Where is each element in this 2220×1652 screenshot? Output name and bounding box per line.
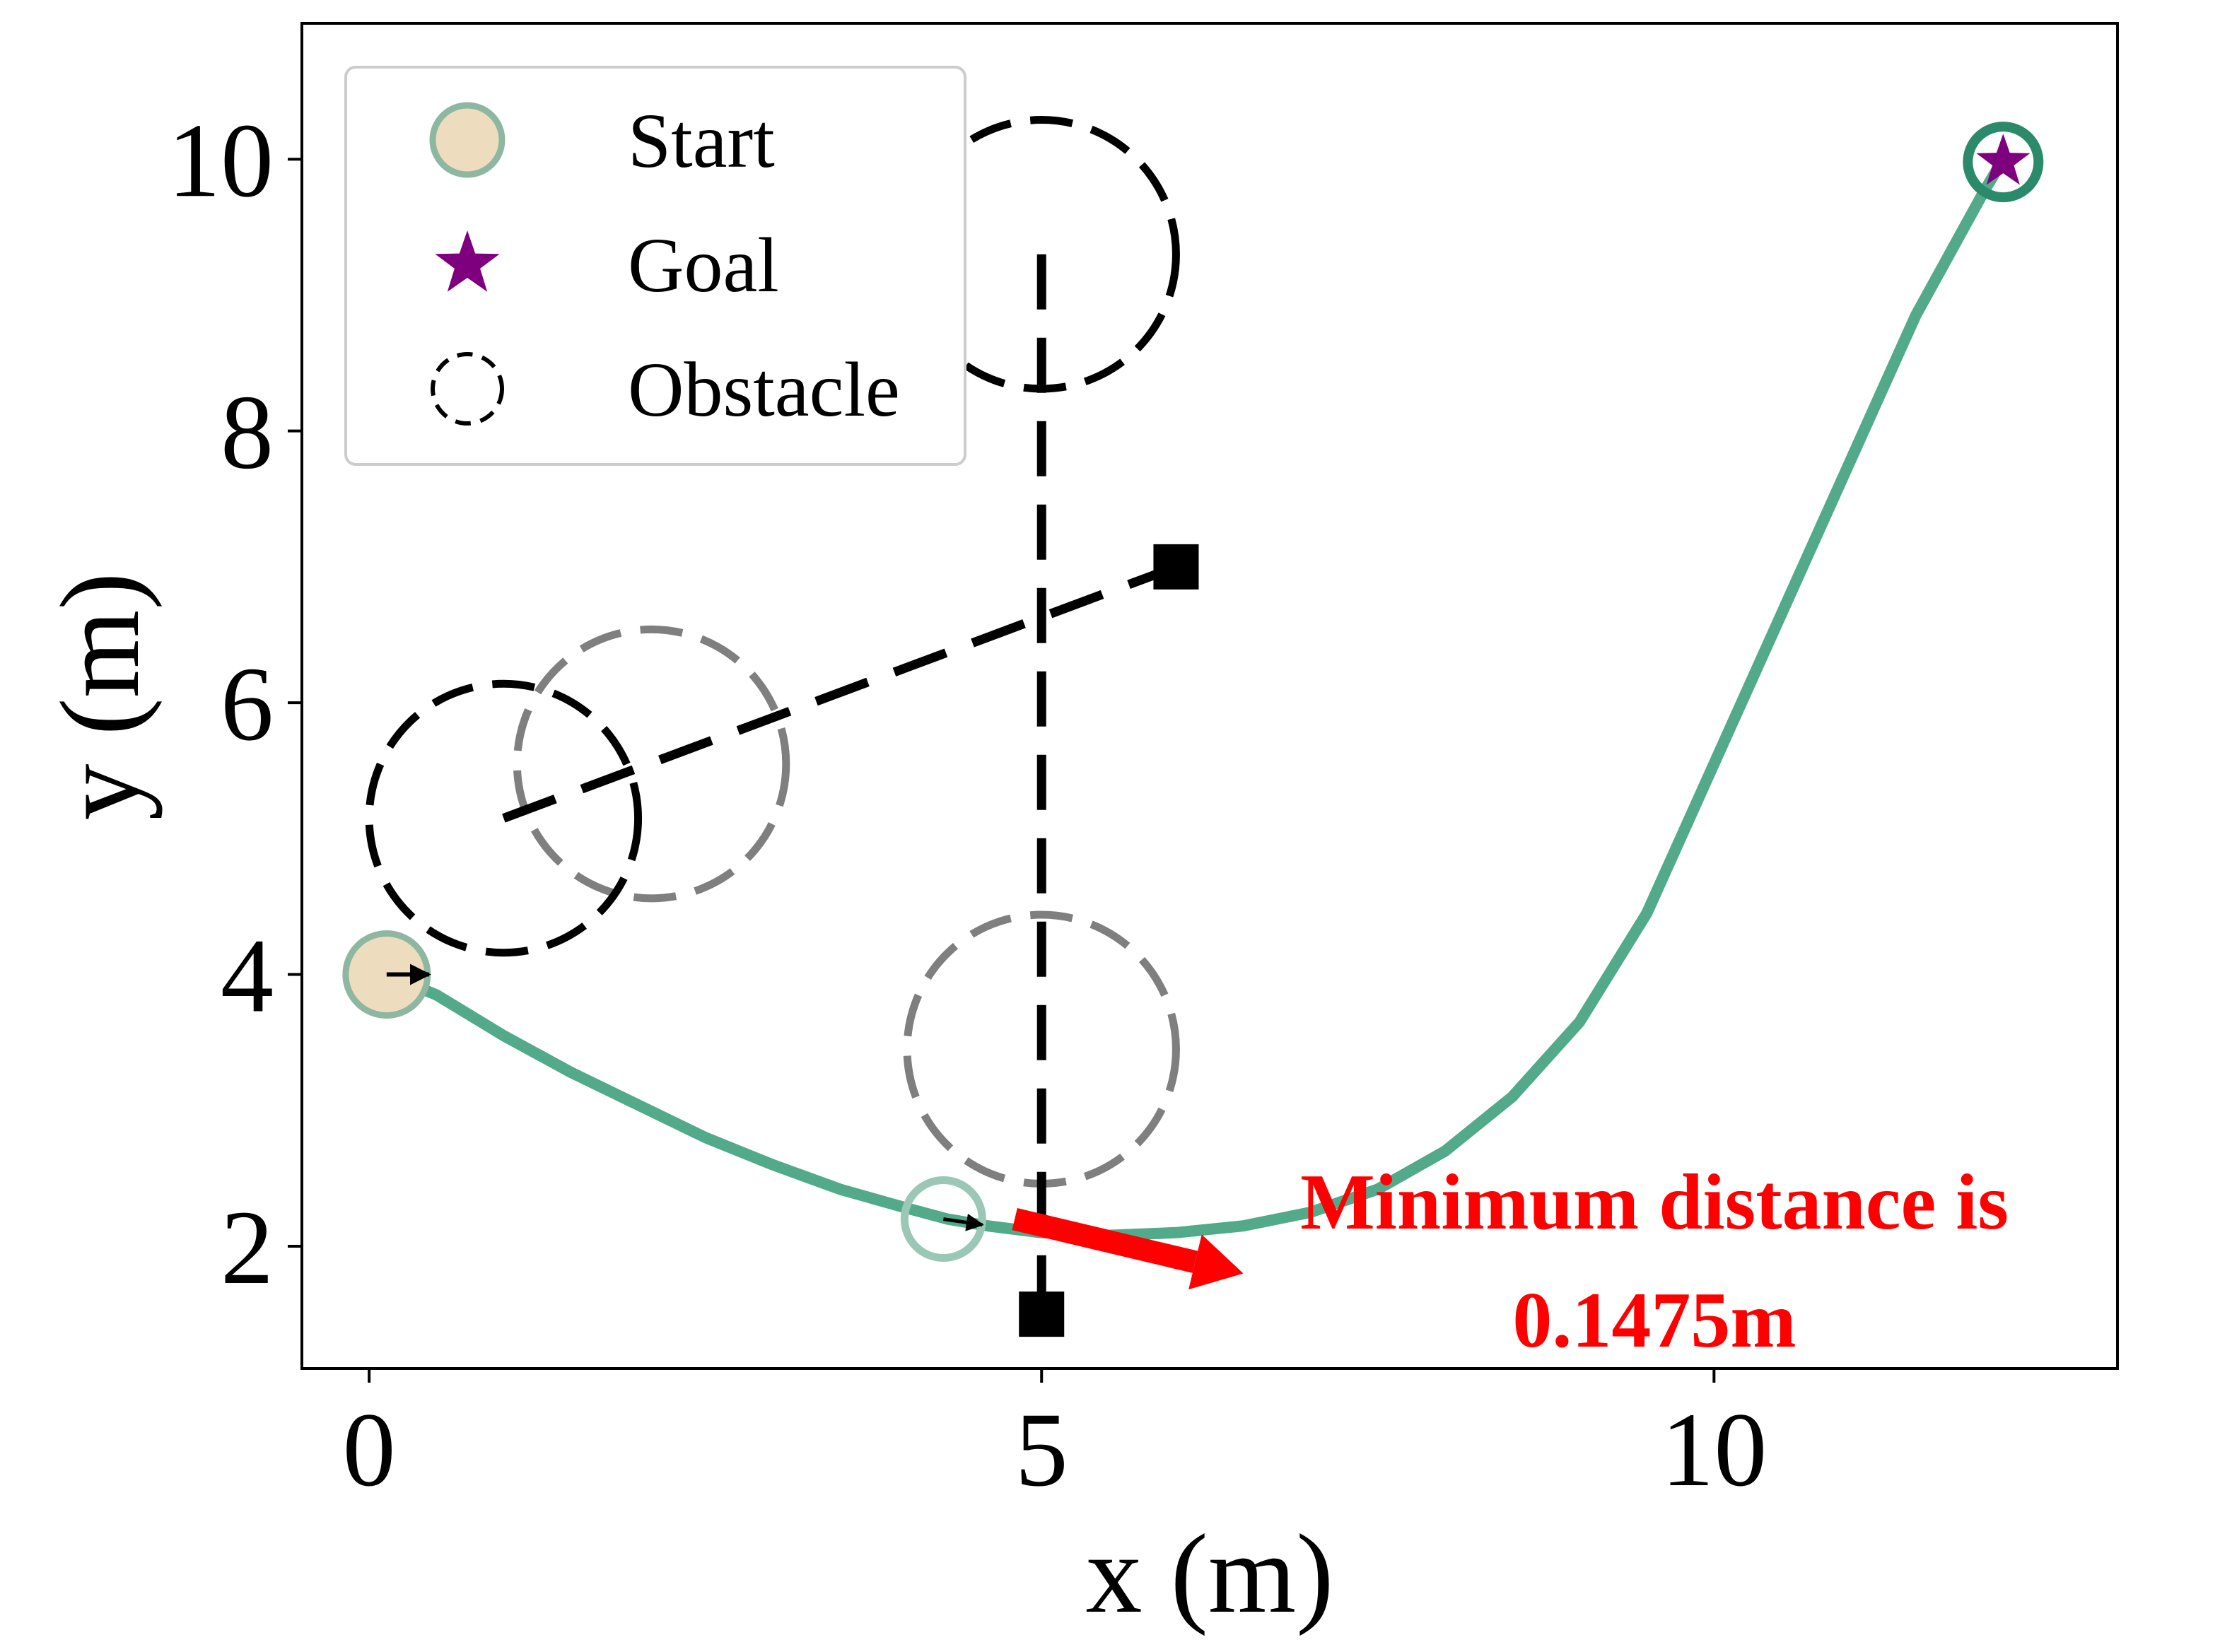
annotation-line-1: Minimum distance is [1300, 1159, 2009, 1246]
goal-star-marker [1976, 134, 2031, 185]
x-tick-label: 10 [1661, 1391, 1767, 1509]
goal-ring [1963, 122, 2044, 203]
y-tick-label: 10 [168, 102, 274, 219]
start-marker-icon [429, 102, 506, 178]
trajectory-layer [380, 153, 2009, 1241]
plot-frame [300, 22, 2119, 1370]
obstacle-layer [365, 116, 1199, 1337]
legend-entry-obstacle: Obstacle [431, 346, 900, 433]
annotation-layer: Minimum distance is 0.1475m [1012, 1159, 2009, 1364]
obstacle-circle-1-current [365, 679, 643, 957]
robot-snapshot-heading [943, 1213, 984, 1231]
y-tick-label: 6 [221, 645, 274, 763]
x-tick-label: 5 [1015, 1391, 1068, 1509]
legend: Start Goal Obstacle [344, 66, 966, 466]
legend-label-goal: Goal [628, 222, 779, 308]
trajectory-line-1 [380, 153, 2009, 1241]
obstacle-path-1 [502, 562, 1178, 823]
obstacle-circle-1-previous [513, 625, 790, 903]
legend-entry-start: Start [429, 98, 775, 184]
marker-layer [342, 122, 2044, 1263]
dashed-circle-icon [431, 352, 504, 426]
obstacle-endpoint-2 [1019, 1291, 1065, 1337]
axis-layer: x (m) y (m) 0 5 10 2 4 6 8 10 [37, 102, 1767, 1636]
min-distance-arrow-head [1188, 1234, 1244, 1290]
y-tick-label: 4 [221, 918, 274, 1035]
legend-label-start: Start [628, 98, 775, 184]
min-distance-arrow-shaft [1012, 1207, 1198, 1273]
y-tick-label: 2 [221, 1189, 274, 1306]
star-icon [435, 230, 500, 292]
x-axis-label: x (m) [1085, 1511, 1333, 1636]
y-axis-label: y (m) [37, 572, 163, 820]
obstacle-endpoint-1 [1153, 544, 1199, 590]
legend-label-obstacle: Obstacle [628, 346, 900, 433]
x-tick-label: 0 [343, 1391, 396, 1509]
annotation-line-2: 0.1475m [1512, 1277, 1796, 1364]
legend-entry-goal: Goal [435, 222, 779, 308]
legend-frame [344, 66, 966, 466]
y-tick-label: 8 [221, 374, 274, 491]
